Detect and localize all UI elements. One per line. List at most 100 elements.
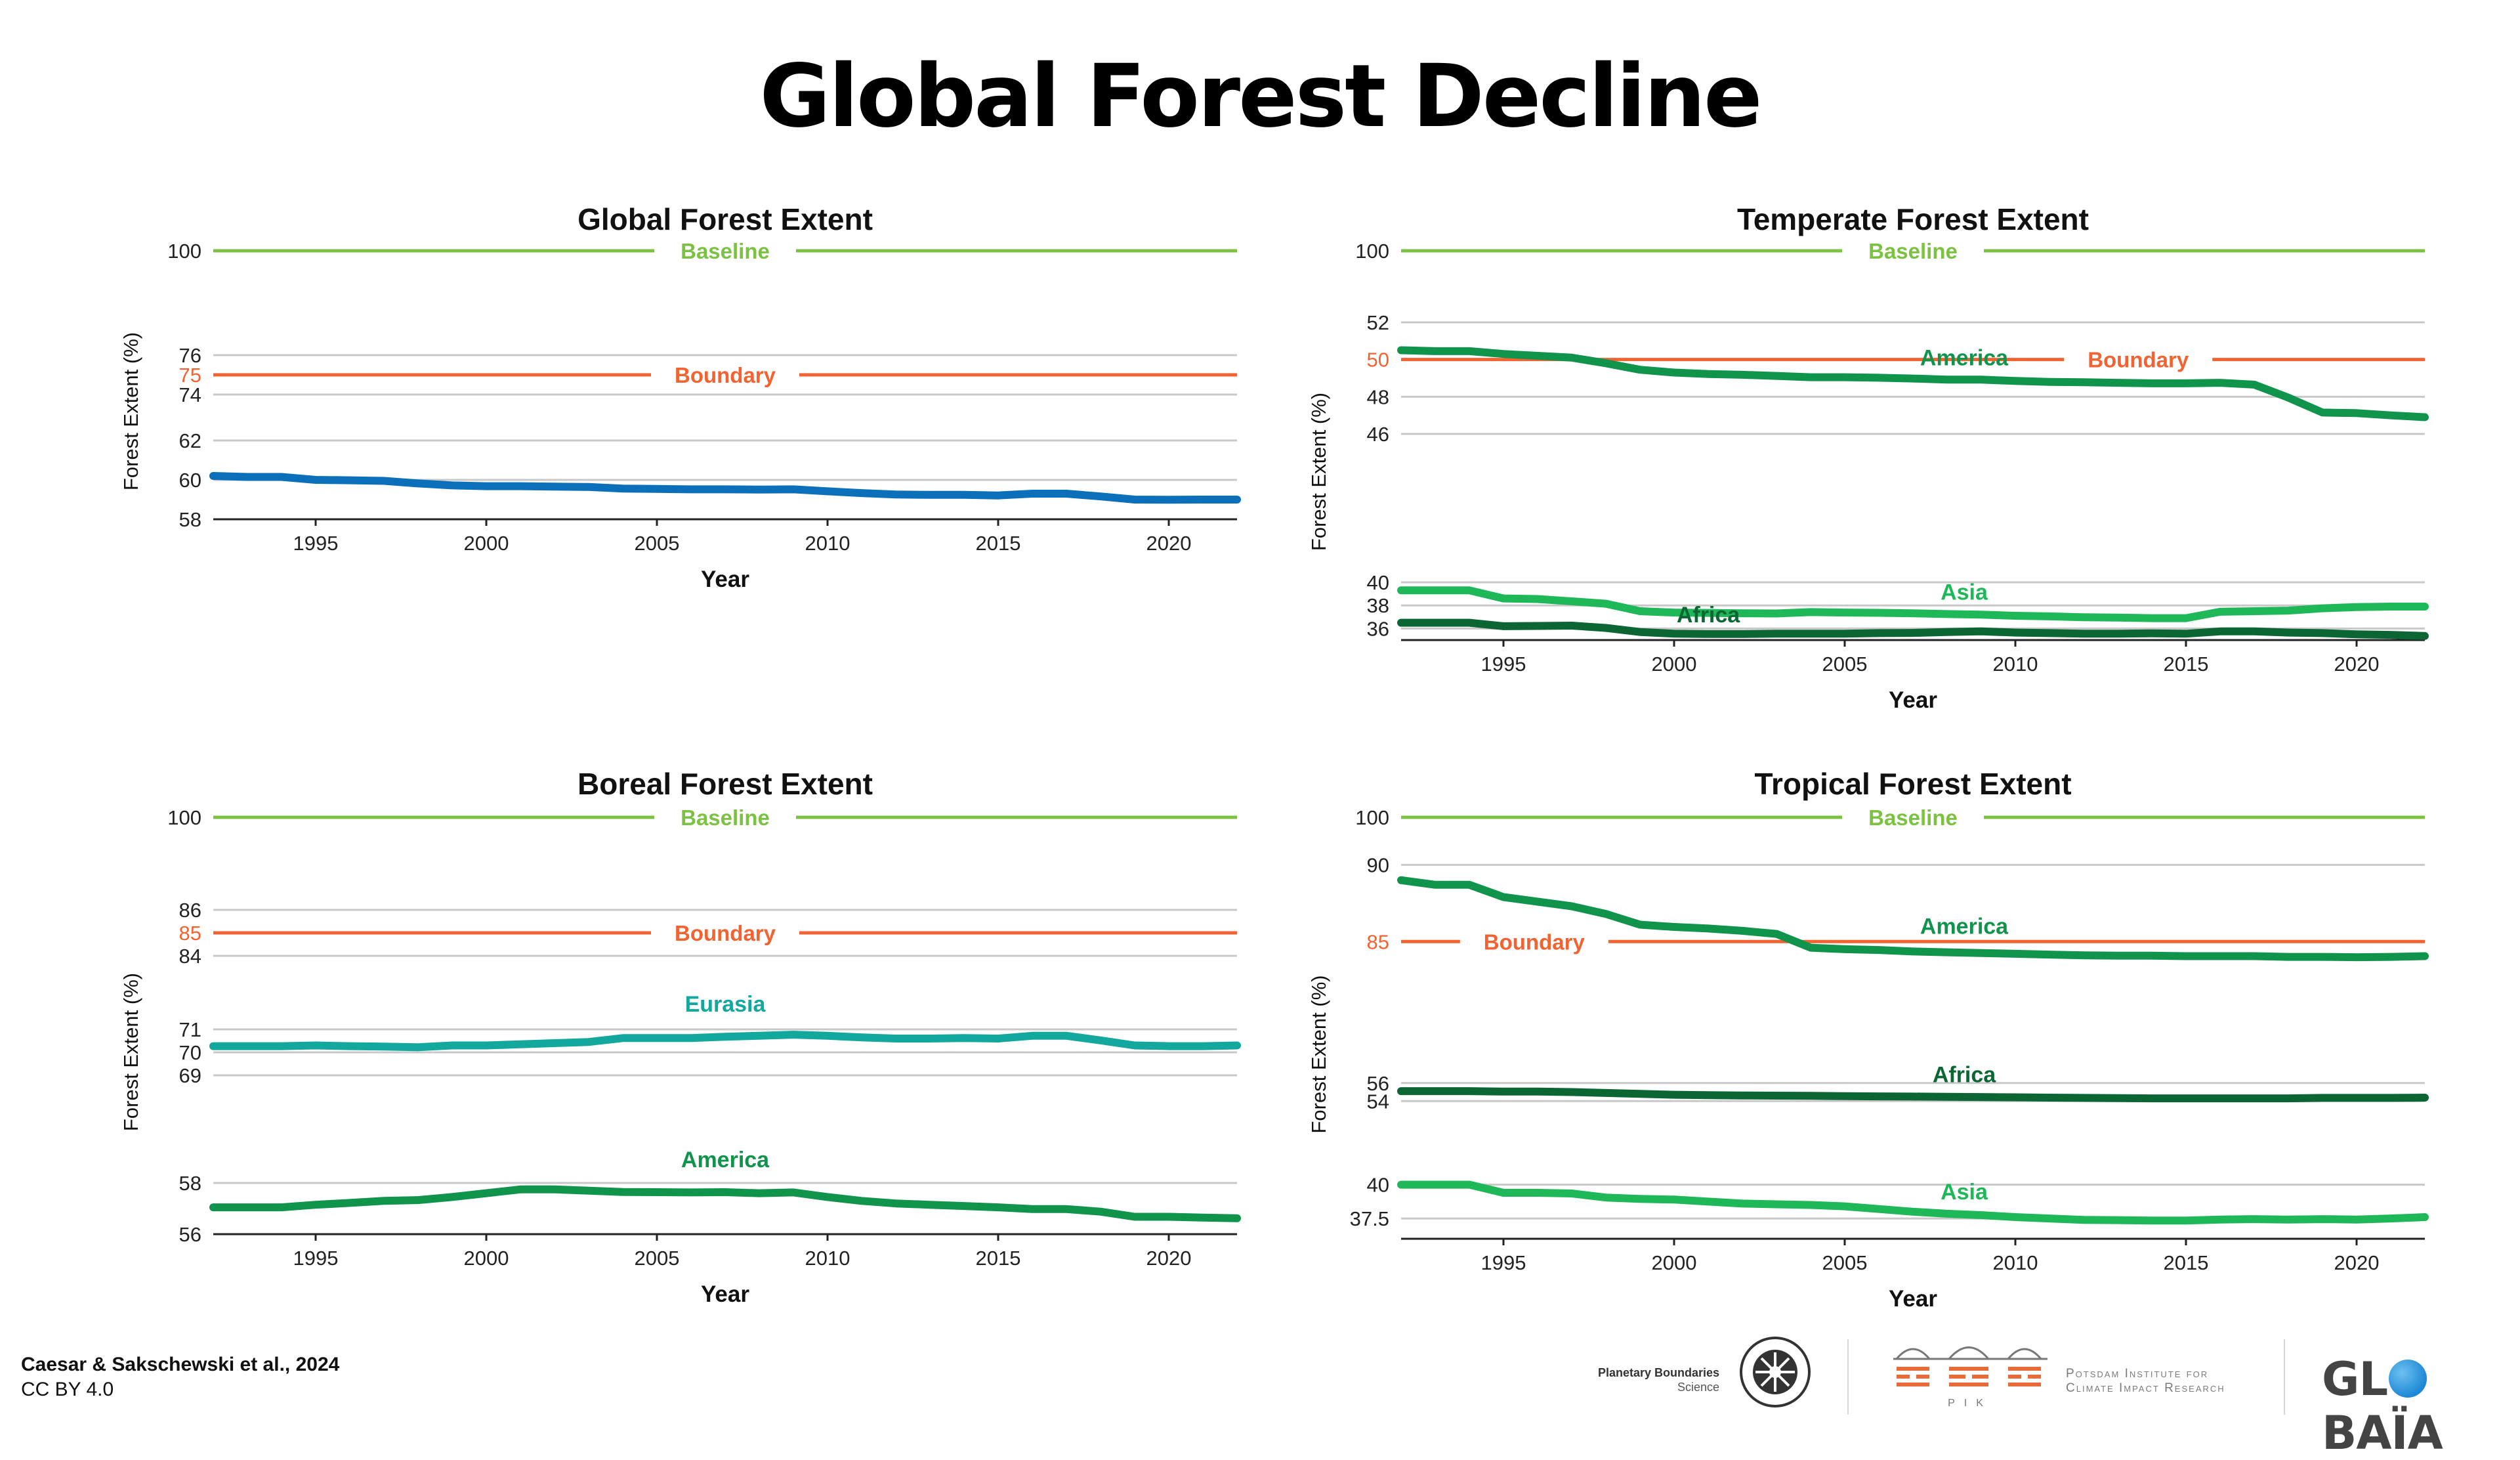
series-label-america: America: [1920, 345, 2009, 370]
y-tick-label: 40: [1367, 1174, 1389, 1197]
series-line-global: [209, 472, 1241, 504]
chart-title: Tropical Forest Extent: [1754, 767, 2071, 801]
x-tick-label: 2015: [976, 1247, 1021, 1270]
y-axis-label: Forest Extent (%): [1307, 975, 1330, 1133]
x-tick-label: 2000: [1652, 653, 1697, 676]
page-title: Global Forest Decline: [759, 46, 1762, 147]
boundary-label: Boundary: [1484, 930, 1586, 954]
x-tick-label: 2020: [1146, 532, 1192, 555]
y-tick-label: 60: [179, 469, 201, 492]
boundary-label: Boundary: [675, 363, 776, 387]
series-line-asia: [1397, 1180, 2429, 1225]
y-tick-label: 58: [179, 1172, 201, 1195]
x-tick-label: 2015: [2164, 1251, 2209, 1274]
chart-title: Boreal Forest Extent: [578, 767, 873, 801]
chart-title: Global Forest Extent: [578, 202, 873, 236]
x-tick-label: 2000: [1652, 1251, 1697, 1274]
x-axis-label: Year: [701, 567, 749, 592]
baseline-label: Baseline: [681, 805, 770, 830]
y-tick-label: 100: [1355, 806, 1389, 829]
y-tick-label: 69: [179, 1064, 201, 1087]
series-line-america: [209, 1185, 1241, 1222]
pik-logo-text: Potsdam Institute for Climate Impact Res…: [2066, 1367, 2225, 1396]
pik-logo-icon: PIK: [1893, 1346, 2048, 1409]
series-label-america: America: [681, 1148, 770, 1172]
x-tick-label: 1995: [1481, 1251, 1526, 1274]
x-tick-label: 2010: [805, 1247, 850, 1270]
x-tick-label: 2005: [635, 1247, 680, 1270]
y-tick-label: 86: [179, 899, 201, 922]
y-tick-label: 38: [1367, 594, 1389, 617]
y-axis-label: Forest Extent (%): [119, 332, 142, 490]
pik-name-line1: Potsdam Institute for: [2066, 1367, 2209, 1381]
x-axis-label: Year: [1889, 1286, 1937, 1312]
y-axis-label: Forest Extent (%): [1307, 393, 1330, 551]
x-tick-label: 2010: [1993, 1251, 2038, 1274]
y-tick-label: 85: [1367, 930, 1389, 953]
x-tick-label: 2005: [1822, 1251, 1868, 1274]
series-label-asia: Asia: [1941, 1180, 1988, 1205]
license-text: CC BY 4.0: [21, 1379, 114, 1400]
series-line-eurasia: [209, 1031, 1241, 1052]
footer-credit: Caesar & Sakschewski et al., 2024 CC BY …: [21, 1352, 339, 1402]
credit-text: Caesar & Sakschewski et al., 2024: [21, 1354, 340, 1375]
y-tick-label: 50: [1367, 349, 1389, 372]
logo-divider: [2284, 1339, 2285, 1415]
series-label-africa: Africa: [1677, 603, 1740, 628]
chart-title: Temperate Forest Extent: [1737, 202, 2089, 236]
y-tick-label: 71: [179, 1018, 201, 1041]
y-tick-label: 100: [167, 806, 201, 829]
y-tick-label: 36: [1367, 617, 1389, 640]
x-axis-label: Year: [1889, 687, 1937, 713]
x-tick-label: 2020: [1146, 1247, 1192, 1270]
pbs-logo-text: Planetary Boundaries Science: [1572, 1365, 1719, 1394]
series-label-america: America: [1920, 914, 2009, 939]
y-tick-label: 40: [1367, 571, 1389, 594]
pbs-name-line1: Planetary Boundaries: [1597, 1366, 1719, 1379]
x-tick-label: 2000: [464, 532, 509, 555]
x-tick-label: 2010: [805, 532, 850, 555]
series-line-asia: [1397, 586, 2429, 622]
x-tick-label: 2000: [464, 1247, 509, 1270]
series-line-america: [1397, 346, 2429, 421]
y-tick-label: 85: [179, 922, 201, 945]
y-tick-label: 56: [1367, 1072, 1389, 1095]
y-tick-label: 52: [1367, 311, 1389, 334]
y-tick-label: 100: [167, 240, 201, 263]
boundary-label: Boundary: [2088, 348, 2189, 372]
globe-icon: [2389, 1360, 2427, 1398]
x-tick-label: 2015: [976, 532, 1021, 555]
pik-name-line2: Climate Impact Research: [2066, 1381, 2225, 1395]
baseline-label: Baseline: [1868, 239, 1958, 263]
y-tick-label: 48: [1367, 385, 1389, 408]
y-tick-label: 84: [179, 945, 201, 968]
y-tick-label: 56: [179, 1223, 201, 1246]
y-tick-label: 58: [179, 508, 201, 531]
y-tick-label: 90: [1367, 853, 1389, 876]
x-tick-label: 1995: [293, 1247, 339, 1270]
x-tick-label: 1995: [1481, 653, 1526, 676]
x-tick-label: 1995: [293, 532, 339, 555]
x-tick-label: 2010: [1993, 653, 2038, 676]
y-tick-label: 100: [1355, 240, 1389, 263]
temperate-forest-chart: Temperate Forest Extent 100 46 48 50 52 363840…: [1307, 202, 2429, 713]
y-tick-label: 74: [179, 383, 201, 406]
series-label-africa: Africa: [1933, 1063, 1996, 1088]
y-tick-label: 37.5: [1350, 1207, 1389, 1230]
x-tick-label: 2015: [2164, 653, 2209, 676]
series-label-asia: Asia: [1941, 580, 1988, 605]
y-tick-label: 75: [179, 364, 201, 387]
y-tick-label: 46: [1367, 423, 1389, 446]
series-line-africa: [1397, 1087, 2429, 1103]
y-tick-label: 76: [179, 344, 201, 367]
x-axis-label: Year: [701, 1281, 749, 1307]
series-line-america: [1397, 876, 2429, 962]
x-tick-label: 2020: [2334, 653, 2380, 676]
pbs-logo-icon: [1740, 1337, 1811, 1407]
boundary-label: Boundary: [675, 921, 776, 945]
x-tick-label: 2005: [1822, 653, 1868, 676]
globaia-logo: GLBAÏA: [2322, 1352, 2443, 1460]
